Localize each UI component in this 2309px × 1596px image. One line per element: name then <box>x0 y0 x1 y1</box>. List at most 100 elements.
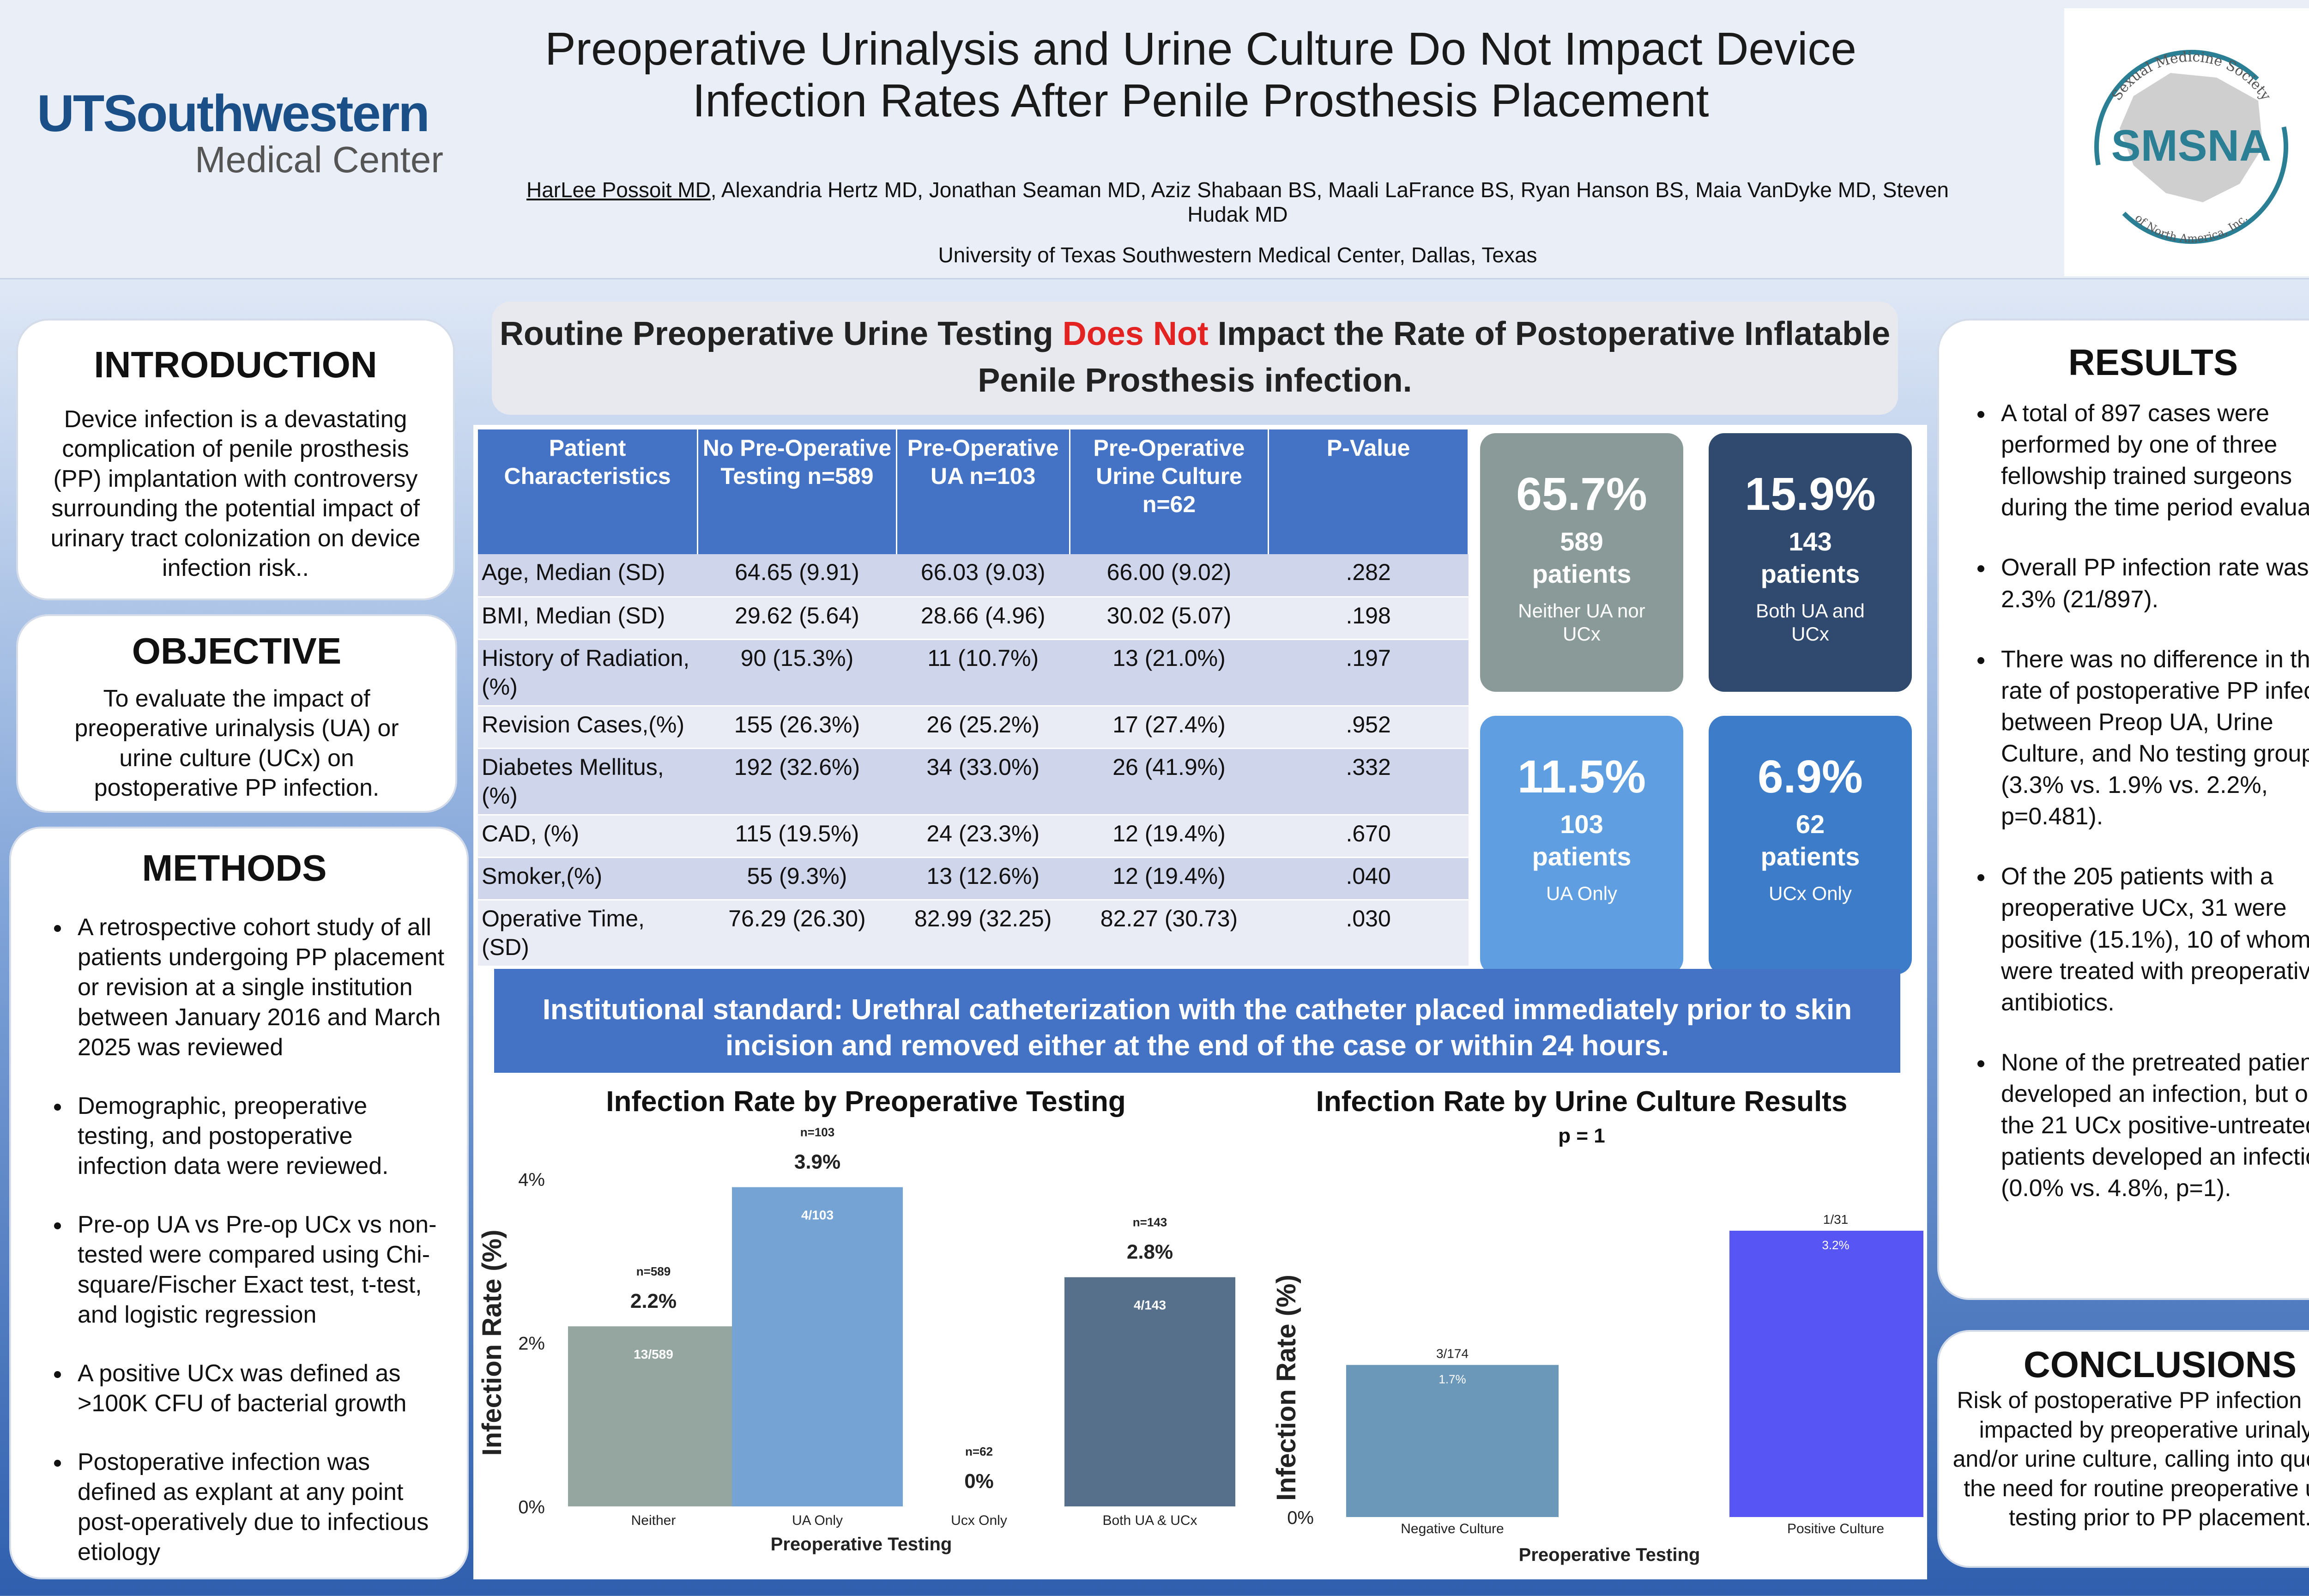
poster-title: Preoperative Urinalysis and Urine Cultur… <box>508 23 1893 127</box>
stat-count: 143 patients <box>1709 526 1912 590</box>
svg-text:of North America, Inc.: of North America, Inc. <box>2133 212 2250 245</box>
result-item: A total of 897 cases were performed by o… <box>1995 398 2309 523</box>
x-tick-label: Positive Culture <box>1787 1521 1884 1536</box>
stat-count: 62 patients <box>1709 808 1912 873</box>
result-item: None of the pretreated patients develope… <box>1995 1047 2309 1204</box>
table-cell: .952 <box>1268 706 1469 749</box>
bar-value-label: 0% <box>964 1470 994 1493</box>
table-cell: .670 <box>1268 815 1469 858</box>
x-tick-label: Both UA & UCx <box>1102 1513 1197 1528</box>
stat-percent: 65.7% <box>1516 468 1647 520</box>
table-cell: .198 <box>1268 597 1469 640</box>
bar-n-label: n=589 <box>636 1264 671 1278</box>
conclusions-heading: CONCLUSIONS <box>2023 1344 2297 1385</box>
table-cell: .197 <box>1268 639 1469 707</box>
table-header-cell: Pre-Operative Urine Culture n=62 <box>1070 429 1269 554</box>
table-body: Age, Median (SD) 64.65 (9.91) 66.03 (9.03)… <box>478 554 1469 967</box>
objective-text: To evaluate the impact of preoperative u… <box>74 685 399 802</box>
stat-percent: 15.9% <box>1745 468 1876 520</box>
stat-percent: 11.5% <box>1517 751 1646 803</box>
chart2-title: Infection Rate by Urine Culture Results <box>1316 1086 1848 1118</box>
results-heading: RESULTS <box>2068 342 2238 383</box>
table-cell: 155 (26.3%) <box>697 706 897 749</box>
results-panel: Patient Characteristics No Pre-Operative … <box>473 425 1927 1579</box>
method-item: Pre-op UA vs Pre-op UCx vs non-tested we… <box>71 1210 448 1330</box>
stat-count-unit: patients <box>1760 559 1860 588</box>
stat-count-value: 143 <box>1789 527 1832 556</box>
bar <box>1346 1365 1559 1517</box>
bar-value-label: 2.8% <box>1127 1241 1173 1264</box>
table-row: BMI, Median (SD) 29.62 (5.64) 28.66 (4.96)… <box>478 597 1469 640</box>
x-tick-label: Ucx Only <box>951 1513 1007 1528</box>
bar-value-label: 3.9% <box>794 1151 840 1173</box>
objective-card: OBJECTIVE To evaluate the impact of preo… <box>16 614 457 813</box>
table-header-cell: P-Value <box>1268 429 1469 554</box>
bar <box>732 1187 903 1506</box>
table-cell: History of Radiation, (%) <box>478 639 698 707</box>
x-tick-label: Negative Culture <box>1401 1521 1504 1536</box>
stat-box: 6.9% 62 patients UCx Only <box>1709 716 1912 974</box>
method-item: Demographic, preoperative testing, and p… <box>71 1091 448 1181</box>
methods-heading: METHODS <box>142 847 327 889</box>
y-tick-label: 0% <box>518 1497 545 1517</box>
table-cell: .332 <box>1268 748 1469 816</box>
smsna-ring-bottom: of North America, Inc. <box>2133 212 2250 245</box>
stat-count-unit: patients <box>1760 842 1860 871</box>
bar-top-label: 3/174 <box>1436 1347 1469 1361</box>
table-cell: 11 (10.7%) <box>896 639 1070 707</box>
methods-list: A retrospective cohort study of all pati… <box>20 913 448 1567</box>
bar-value-label: 2.2% <box>630 1290 677 1312</box>
table-row: Revision Cases,(%) 155 (26.3%) 26 (25.2%) 1… <box>478 706 1469 749</box>
table-header-row: Patient Characteristics No Pre-Operative … <box>478 429 1469 554</box>
logo-line2: Medical Center <box>194 139 443 180</box>
table-cell: Operative Time, (SD) <box>478 900 698 967</box>
logo-line1: UTSouthwestern <box>37 85 430 142</box>
routine-banner: Routine Preoperative Urine Testing Does … <box>492 302 1898 415</box>
table-row: Operative Time, (SD) 76.29 (26.30) 82.99 (… <box>478 900 1469 967</box>
other-authors: , Alexandria Hertz MD, Jonathan Seaman M… <box>710 178 1949 226</box>
utsw-logo: UTSouthwestern Medical Center <box>37 88 453 180</box>
table-cell: 12 (19.4%) <box>1070 857 1269 901</box>
methods-card: METHODS A retrospective cohort study of … <box>9 827 469 1579</box>
institutional-standard-banner: Institutional standard: Urethral cathete… <box>494 969 1900 1073</box>
poster-header <box>0 0 2309 279</box>
table-cell: 24 (23.3%) <box>896 815 1070 858</box>
table-cell: Revision Cases,(%) <box>478 706 698 749</box>
stat-box: 65.7% 589 patients Neither UA nor UCx <box>1480 433 1683 692</box>
table-cell: Diabetes Mellitus,(%) <box>478 748 698 816</box>
bar-inner-label: 3.2% <box>1822 1238 1849 1252</box>
table-cell: 66.00 (9.02) <box>1070 554 1269 598</box>
y-axis-label: Infection Rate (%) <box>478 1230 507 1456</box>
chart1-title: Infection Rate by Preoperative Testing <box>606 1086 1126 1118</box>
routine-text-post: Impact the Rate of Postoperative Inflata… <box>978 315 1891 399</box>
table-cell: 17 (27.4%) <box>1070 706 1269 749</box>
result-item: Overall PP infection rate was 2.3% (21/8… <box>1995 552 2309 615</box>
table-cell: 55 (9.3%) <box>697 857 897 901</box>
table-cell: 13 (12.6%) <box>896 857 1070 901</box>
table-header-cell: Patient Characteristics <box>478 429 699 554</box>
table-cell: 29.62 (5.64) <box>697 597 897 640</box>
bar-n-label: n=62 <box>965 1445 993 1458</box>
bar-n-label: n=143 <box>1133 1215 1167 1229</box>
table-cell: Age, Median (SD) <box>478 554 698 598</box>
stat-count-value: 62 <box>1795 810 1825 839</box>
chart-urine-culture: Infection Rate by Urine Culture Results … <box>1268 1081 1923 1579</box>
bar-inner-label: 4/143 <box>1134 1298 1166 1312</box>
stat-label: UA Only <box>1546 883 1618 904</box>
table-cell: BMI, Median (SD) <box>478 597 698 640</box>
bar-inner-label: 1.7% <box>1439 1372 1466 1386</box>
table-cell: .282 <box>1268 554 1469 598</box>
chart-preoperative-testing: Infection Rate by Preoperative Testing 0… <box>478 1081 1254 1579</box>
smsna-abbr: SMSNA <box>2111 121 2272 170</box>
stat-count-value: 589 <box>1560 527 1603 556</box>
table-cell: 115 (19.5%) <box>697 815 897 858</box>
introduction-text: Device infection is a devastating compli… <box>50 406 421 582</box>
method-item: Postoperative infection was defined as e… <box>71 1447 448 1567</box>
bar <box>568 1326 739 1506</box>
affiliation: University of Texas Southwestern Medical… <box>938 243 1537 267</box>
smsna-logo: Sexual Medicine Society SMSNA of North A… <box>2064 8 2309 276</box>
bar-inner-label: 4/103 <box>801 1208 834 1222</box>
stat-count: 589 patients <box>1480 526 1683 590</box>
stat-box: 11.5% 103 patients UA Only <box>1480 716 1683 974</box>
table-cell: .040 <box>1268 857 1469 901</box>
